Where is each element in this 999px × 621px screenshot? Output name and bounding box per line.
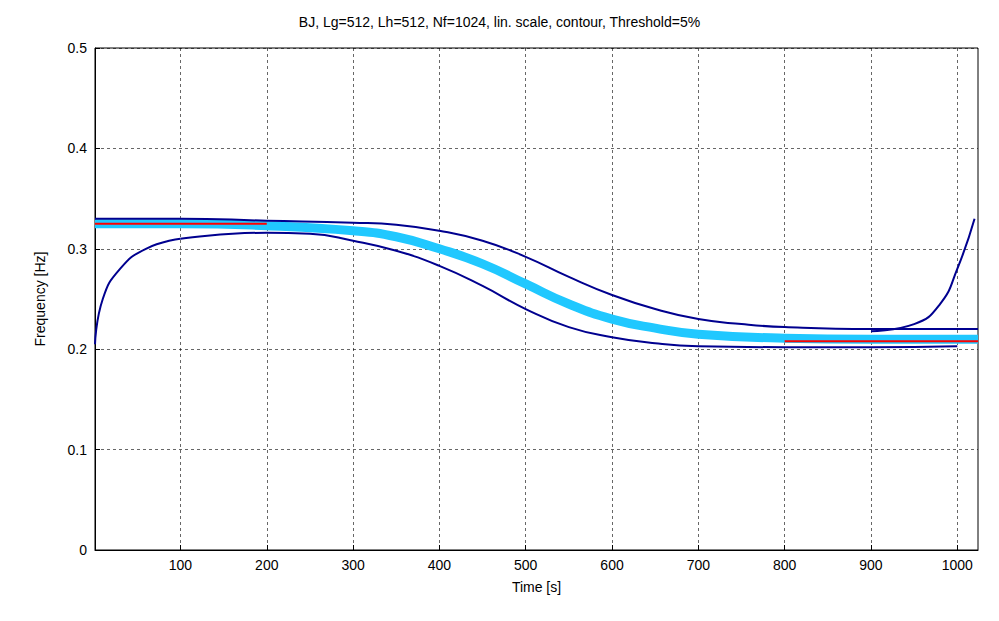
svg-text:Time [s]: Time [s] <box>512 579 561 595</box>
svg-text:900: 900 <box>859 557 883 573</box>
svg-text:700: 700 <box>687 557 711 573</box>
svg-text:0.1: 0.1 <box>68 442 88 458</box>
svg-text:0: 0 <box>79 542 87 558</box>
svg-text:0.2: 0.2 <box>68 341 88 357</box>
svg-text:1000: 1000 <box>942 557 973 573</box>
svg-text:0.4: 0.4 <box>68 140 88 156</box>
svg-text:BJ, Lg=512, Lh=512, Nf=1024, l: BJ, Lg=512, Lh=512, Nf=1024, lin. scale,… <box>299 14 700 30</box>
svg-text:800: 800 <box>773 557 797 573</box>
svg-text:Frequency [Hz]: Frequency [Hz] <box>32 252 48 347</box>
svg-text:100: 100 <box>169 557 193 573</box>
svg-text:500: 500 <box>514 557 538 573</box>
svg-text:0.5: 0.5 <box>68 40 88 56</box>
svg-text:400: 400 <box>428 557 452 573</box>
svg-text:600: 600 <box>600 557 624 573</box>
svg-text:200: 200 <box>255 557 279 573</box>
svg-text:0.3: 0.3 <box>68 241 88 257</box>
svg-text:300: 300 <box>341 557 365 573</box>
